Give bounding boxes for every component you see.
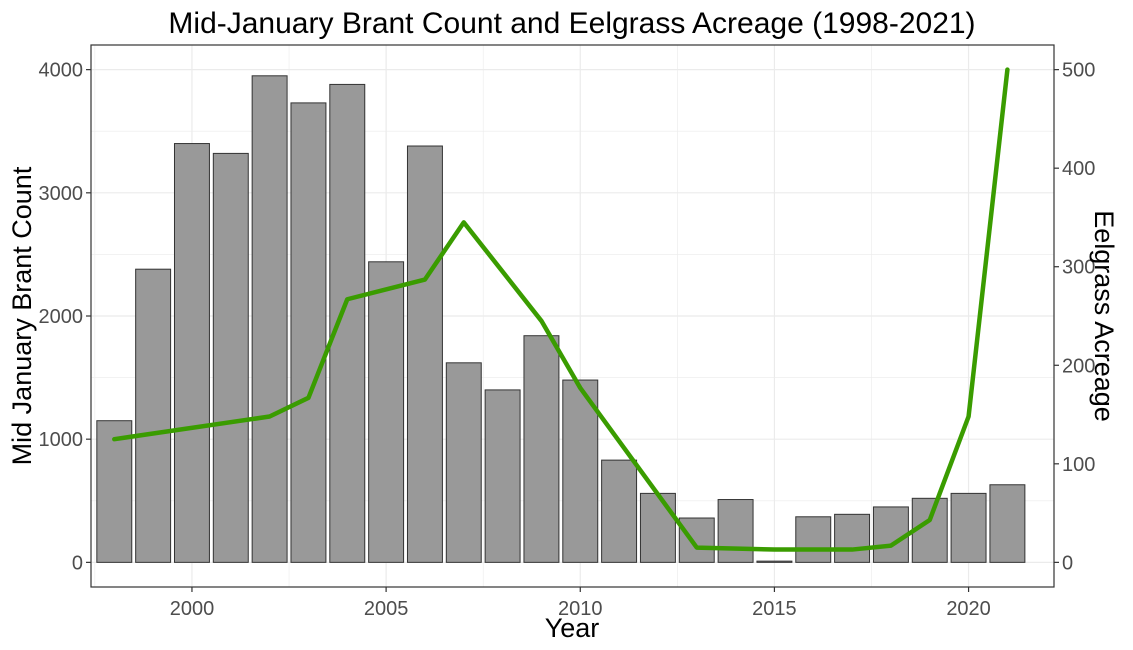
bar-2008 [484,389,521,563]
y-tick-label: 3000 [39,183,84,205]
bar-2016 [795,516,832,563]
bar-2000 [173,143,210,563]
bar-2010 [562,379,599,563]
bar-1999 [135,268,172,563]
bar-2002 [251,75,288,563]
x-tick-label: 2005 [364,598,409,620]
bar-2007 [445,362,482,563]
y2-tick-label: 400 [1062,158,1095,180]
bar-2020 [950,492,987,563]
bar-2013 [678,517,715,563]
y-tick-label: 2000 [39,306,84,328]
y2-tick-label: 200 [1062,355,1095,377]
bar-2003 [290,102,327,563]
bar-2004 [329,83,366,563]
y2-axis-title: Eelgrass Acreage [1089,210,1119,422]
y-tick-label: 1000 [39,429,84,451]
bar-1998 [96,420,133,563]
bar-series [96,75,1026,563]
y2-tick-label: 500 [1062,60,1095,82]
bar-2011 [601,459,638,563]
y-tick-label: 4000 [39,60,84,82]
y-tick-label: 0 [72,552,83,574]
bar-2018 [872,506,909,563]
bar-2001 [212,152,249,563]
x-axis-title: Year [545,613,600,643]
x-tick-label: 2010 [558,598,603,620]
bar-2012 [639,492,676,563]
bar-2009 [523,335,560,563]
x-tick-label: 2000 [170,598,215,620]
y2-tick-label: 300 [1062,257,1095,279]
axes: 2000 2005 2010 2015 2020 0 1000 2000 3000 4000 0 10… [39,60,1096,620]
x-tick-label: 2015 [752,598,797,620]
bar-2017 [834,513,871,563]
bar-2015 [756,560,793,563]
bar-2006 [406,145,443,563]
y2-tick-label: 0 [1062,552,1073,574]
x-tick-label: 2020 [946,598,991,620]
eelgrass-line [112,67,1010,552]
bar-2021 [989,484,1026,563]
bar-2014 [717,499,754,563]
chart-title: Mid-January Brant Count and Eelgrass Acr… [168,7,975,40]
y2-tick-label: 100 [1062,454,1095,476]
y-axis-title: Mid January Brant Count [7,166,37,465]
bar-2005 [368,261,405,563]
